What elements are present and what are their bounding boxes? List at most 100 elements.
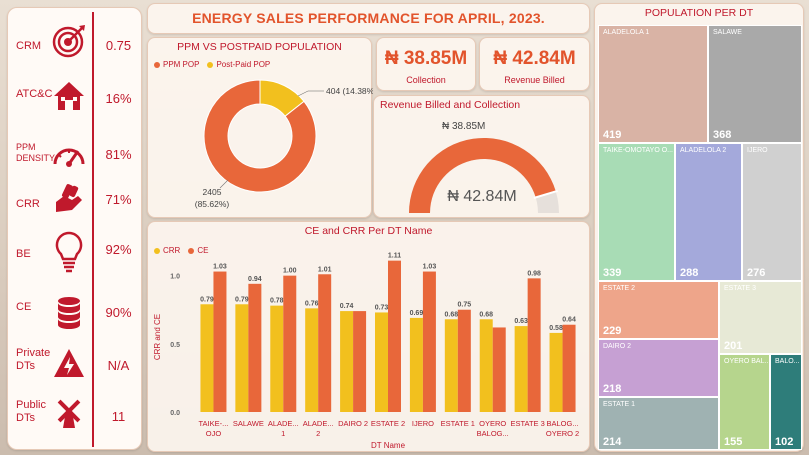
- kpi-value: 90%: [105, 305, 132, 320]
- bar-crr: [409, 317, 423, 412]
- kpi-atcc: ATC&C 16%: [8, 73, 143, 123]
- y-tick-label: 0.0: [170, 410, 180, 417]
- treemap-cell-value: 218: [603, 383, 622, 395]
- gauge-max-label: ₦ 42.84M: [447, 188, 516, 205]
- treemap: ALADELOLA 1 419 SALAWE 368 TAIKE-OMOTAYO O..…: [598, 25, 802, 450]
- kpi-panel: CRM 0.75 ATC&C 16% PPM DENSITY 81%: [7, 7, 142, 450]
- bar-ce: [492, 327, 506, 412]
- revenue-billed-value: ₦ 42.84M: [493, 48, 576, 69]
- data-label-crr: 0.78: [270, 298, 284, 305]
- bar-crr: [270, 305, 284, 412]
- treemap-cell-name: TAIKE-OMOTAYO O...: [603, 147, 674, 154]
- legend-swatch: [154, 247, 160, 254]
- x-tick-label: IJERO: [412, 419, 434, 428]
- x-tick-label: ESTATE 1: [441, 419, 475, 428]
- treemap-cell: TAIKE-OMOTAYO O... 339: [598, 143, 675, 281]
- x-tick-label: ALADE... 1: [268, 419, 299, 438]
- legend-swatch: [188, 247, 195, 254]
- bar-chart: CRR and CE 0.0 0.5 1.0 0.79 1.03 TAIKE-... OJO 0…: [153, 253, 579, 450]
- donut-chart: 404 (14.38%) 2405 (85.62%): [195, 79, 373, 209]
- windmill-icon: [57, 399, 81, 428]
- donut-chart-panel: PPM VS POSTPAID POPULATION PPM POP Post-…: [147, 37, 373, 218]
- speedometer-icon: [53, 148, 85, 167]
- treemap-cell-value: 368: [713, 129, 732, 141]
- bar-chart-panel: CE and CRR Per DT Name CRR CE CRR and CE…: [147, 221, 590, 452]
- x-axis-label: DT Name: [371, 441, 406, 450]
- bar-ce: [213, 271, 227, 412]
- dashboard-header: ENERGY SALES PERFORMANCE FOR APRIL, 2023…: [147, 3, 590, 34]
- leader-line: [297, 90, 309, 97]
- kpi-label: Private DTs: [16, 347, 51, 372]
- treemap-cell-name: ESTATE 2: [603, 285, 636, 292]
- bar-crr: [375, 312, 388, 412]
- legend-label: CE: [197, 246, 209, 255]
- treemap-cell: OYERO BAL... 155: [719, 354, 770, 450]
- gauge-chart: ₦ 38.85M ₦ 42.84M: [409, 121, 559, 213]
- donut-label-postpaid: 404 (14.38%): [326, 86, 373, 96]
- kpi-label: CE: [16, 301, 32, 313]
- kpi-crm: CRM 0.75: [8, 18, 143, 68]
- data-label-ce: 1.01: [318, 266, 332, 273]
- treemap-cell: SALAWE 368: [708, 25, 802, 143]
- legend-item-ce: CE: [188, 246, 208, 255]
- kpi-value: 16%: [105, 91, 132, 106]
- hand-money-icon: [56, 184, 82, 212]
- treemap-cell: ALADELOLA 2 288: [675, 143, 742, 281]
- kpi-divider: [92, 12, 94, 447]
- y-tick-label: 1.0: [170, 274, 180, 281]
- donut-legend: PPM POP Post-Paid POP: [154, 60, 270, 69]
- treemap-cell-value: 229: [603, 325, 622, 337]
- treemap-cell: ALADELOLA 1 419: [598, 25, 708, 143]
- x-tick-label: ESTATE 2: [371, 419, 405, 428]
- donut-label-ppm: 2405 (85.62%): [195, 187, 230, 209]
- data-label-crr: 0.76: [305, 300, 319, 307]
- data-label-ce: 1.03: [213, 264, 227, 271]
- kpi-private-dts: Private DTs N/A: [8, 341, 143, 391]
- bar-ce: [353, 311, 367, 412]
- bar-legend: CRR CE: [154, 246, 208, 255]
- bar-crr: [444, 319, 458, 412]
- x-tick-label: TAIKE-... OJO: [199, 419, 229, 438]
- gauge-value-label: ₦ 38.85M: [442, 121, 485, 132]
- treemap-cell-value: 419: [603, 129, 622, 141]
- bar-ce: [422, 271, 436, 412]
- lightbulb-icon: [55, 231, 83, 273]
- treemap-cell-name: IJERO: [747, 147, 768, 154]
- bar-ce: [248, 283, 262, 412]
- legend-item-ppm: PPM POP: [154, 60, 199, 69]
- data-label-crr: 0.68: [479, 311, 493, 318]
- bar-crr: [514, 326, 528, 412]
- x-tick-label: ALADE... 2: [303, 419, 334, 438]
- revenue-billed-label: Revenue Billed: [504, 75, 565, 85]
- legend-label: PPM POP: [163, 60, 200, 69]
- data-label-ce: 0.64: [562, 317, 576, 324]
- treemap-cell-value: 102: [775, 436, 794, 448]
- data-label-crr: 0.74: [340, 303, 354, 310]
- treemap-cell-value: 214: [603, 436, 622, 448]
- treemap-panel: POPULATION PER DT ALADELOLA 1 419 SALAWE 36…: [594, 3, 804, 452]
- target-icon: [52, 25, 85, 58]
- treemap-cell-name: DAIRO 2: [603, 343, 632, 350]
- data-label-ce: 1.11: [388, 253, 401, 260]
- treemap-cell-value: 155: [724, 436, 743, 448]
- kpi-ppm-density: PPM DENSITY 81%: [8, 132, 143, 182]
- legend-swatch: [207, 61, 214, 68]
- treemap-title: POPULATION PER DT: [644, 7, 754, 19]
- collection-value: ₦ 38.85M: [384, 48, 468, 69]
- data-label-crr: 0.79: [200, 296, 214, 303]
- legend-item-postpaid: Post-Paid POP: [207, 60, 270, 69]
- gauge-fill: [409, 138, 556, 213]
- bar-crr: [549, 332, 563, 412]
- collection-card: ₦ 38.85M Collection: [376, 37, 476, 91]
- data-label-ce: 0.98: [527, 270, 541, 277]
- kpi-label: PPM DENSITY: [16, 142, 56, 163]
- kpi-value: 92%: [105, 242, 132, 257]
- collection-label: Collection: [406, 75, 446, 85]
- x-tick-label: DAIRO 2: [338, 419, 368, 428]
- treemap-cell-value: 288: [680, 267, 699, 279]
- x-tick-label: ESTATE 3: [510, 419, 544, 428]
- donut-chart-title: PPM VS POSTPAID POPULATION: [177, 41, 342, 53]
- treemap-cell: DAIRO 2 218: [598, 339, 719, 397]
- data-label-crr: 0.63: [514, 318, 528, 325]
- data-label-crr: 0.69: [410, 310, 424, 317]
